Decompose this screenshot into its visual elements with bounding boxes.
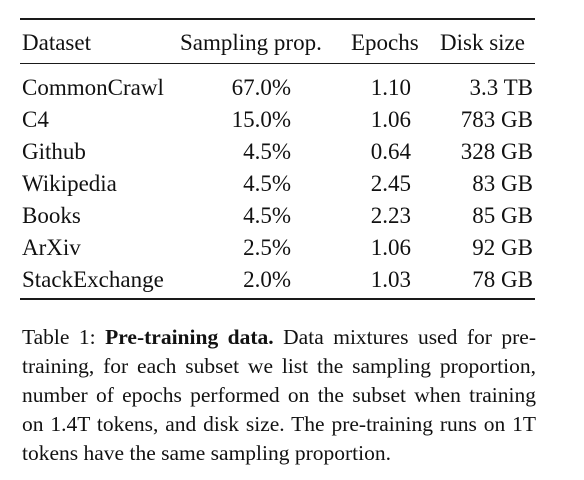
table-row: ArXiv 2.5% 1.06 92 GB: [20, 232, 535, 264]
disk-size-cell: 83 GB: [472, 171, 533, 196]
disk-size-cell: 92 GB: [472, 235, 533, 260]
epochs-cell: 2.45: [370, 171, 411, 196]
top-rule: [20, 18, 535, 20]
sampling-prop-cell: 4.5%: [243, 171, 291, 196]
disk-size-cell: 85 GB: [472, 203, 533, 228]
bottom-rule: [20, 298, 535, 300]
sampling-prop-cell: 4.5%: [243, 139, 291, 164]
disk-size-cell: 78 GB: [472, 267, 533, 292]
table-row: StackExchange 2.0% 1.03 78 GB: [20, 264, 535, 296]
dataset-cell: Github: [22, 139, 86, 164]
epochs-cell: 1.06: [370, 235, 411, 260]
header-rule: [20, 63, 535, 64]
epochs-cell: 1.03: [370, 267, 411, 292]
table-caption: Table 1: Pre-training data. Data mixture…: [22, 323, 536, 468]
column-header-dataset: Dataset: [22, 30, 91, 55]
column-header-sampling-prop: Sampling prop.: [180, 30, 322, 55]
table-header: Dataset Sampling prop. Epochs Disk size: [20, 27, 535, 59]
table-row: Wikipedia 4.5% 2.45 83 GB: [20, 168, 535, 200]
dataset-cell: C4: [22, 107, 49, 132]
disk-size-cell: 328 GB: [460, 139, 533, 164]
dataset-cell: CommonCrawl: [22, 75, 164, 100]
caption-title: Pre-training data.: [105, 325, 274, 349]
dataset-cell: Wikipedia: [22, 171, 117, 196]
table-row: CommonCrawl 67.0% 1.10 3.3 TB: [20, 72, 535, 104]
caption-text: Data mixtures used for pre-training, for…: [22, 325, 536, 465]
table-row: Github 4.5% 0.64 328 GB: [20, 136, 535, 168]
epochs-cell: 2.23: [370, 203, 411, 228]
table-row: C4 15.0% 1.06 783 GB: [20, 104, 535, 136]
sampling-prop-cell: 2.0%: [243, 267, 291, 292]
sampling-prop-cell: 15.0%: [231, 107, 291, 132]
disk-size-cell: 783 GB: [460, 107, 533, 132]
sampling-prop-cell: 4.5%: [243, 203, 291, 228]
dataset-cell: StackExchange: [22, 267, 164, 292]
dataset-cell: Books: [22, 203, 81, 228]
sampling-prop-cell: 67.0%: [231, 75, 291, 100]
caption-label: Table 1:: [22, 325, 106, 349]
disk-size-cell: 3.3 TB: [469, 75, 533, 100]
column-header-disk-size: Disk size: [440, 30, 525, 55]
sampling-prop-cell: 2.5%: [243, 235, 291, 260]
dataset-cell: ArXiv: [22, 235, 81, 260]
column-header-epochs: Epochs: [351, 30, 419, 55]
epochs-cell: 1.06: [370, 107, 411, 132]
table-row: Books 4.5% 2.23 85 GB: [20, 200, 535, 232]
epochs-cell: 1.10: [370, 75, 411, 100]
epochs-cell: 0.64: [370, 139, 411, 164]
